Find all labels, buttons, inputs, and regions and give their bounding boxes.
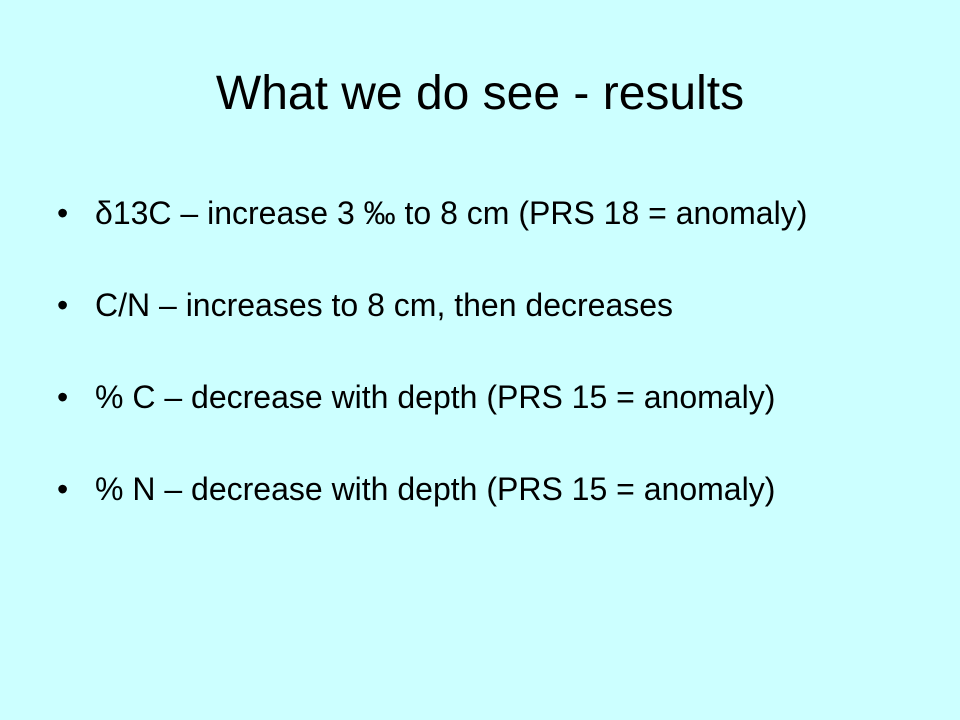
bullet-item: • δ13C – increase 3 ‰ to 8 cm (PRS 18 = a… xyxy=(57,193,880,233)
bullet-text: C/N – increases to 8 cm, then decreases xyxy=(95,287,674,323)
bullet-item: • % N – decrease with depth (PRS 15 = ano… xyxy=(57,469,880,509)
slide-title: What we do see - results xyxy=(215,67,745,120)
bullet-item: • C/N – increases to 8 cm, then decreases xyxy=(57,285,880,325)
bullet-marker: • xyxy=(57,379,69,415)
bullet-marker: • xyxy=(57,471,69,507)
bullet-text: δ13C – increase 3 ‰ to 8 cm (PRS 18 = an… xyxy=(95,195,808,231)
bullet-text: % N – decrease with depth (PRS 15 = anom… xyxy=(95,471,776,507)
bullet-marker: • xyxy=(57,195,69,231)
bullet-list: • δ13C – increase 3 ‰ to 8 cm (PRS 18 = a… xyxy=(57,193,887,561)
bullet-marker: • xyxy=(57,287,69,323)
bullet-item: • % C – decrease with depth (PRS 15 = ano… xyxy=(57,377,880,417)
bullet-text: % C – decrease with depth (PRS 15 = anom… xyxy=(95,379,776,415)
